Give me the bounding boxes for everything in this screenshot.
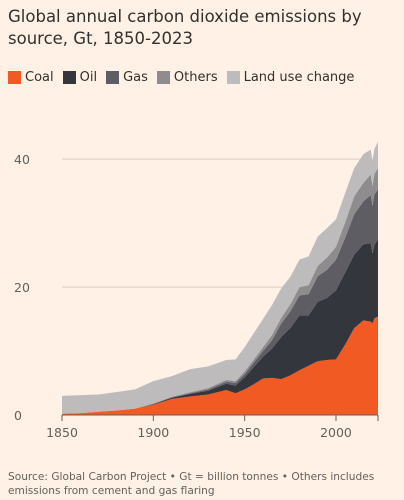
y-tick-label: 0 — [14, 408, 22, 423]
legend-item-oil: Oil — [62, 70, 98, 85]
area-coal — [62, 316, 378, 415]
y-tick-label: 20 — [14, 280, 30, 295]
stacked-area-chart: 0 20 40 1850 1900 1950 2000 — [14, 141, 379, 440]
legend-item-gas: Gas — [106, 70, 148, 85]
x-tick-label: 1850 — [46, 425, 78, 440]
legend-label: Gas — [123, 70, 148, 85]
legend-swatch — [226, 71, 240, 84]
legend-item-others: Others — [156, 70, 218, 85]
legend-swatch — [106, 71, 120, 84]
source-note: Source: Global Carbon Project • Gt = bil… — [8, 471, 375, 497]
x-tick-label: 1950 — [229, 425, 261, 440]
legend-swatch — [62, 71, 76, 84]
area-oil — [62, 239, 378, 414]
legend-swatch — [156, 71, 170, 84]
legend-label: Others — [173, 70, 218, 85]
x-tick-label: 1900 — [137, 425, 169, 440]
x-tick-label: 2000 — [320, 425, 352, 440]
legend-item-coal: Coal — [8, 70, 54, 85]
area-gas — [62, 189, 378, 414]
chart-title: Global annual carbon dioxide emissions b… — [8, 7, 362, 48]
legend-label: Land use change — [243, 70, 355, 85]
legend-swatch — [8, 71, 21, 84]
legend-item-land-use-change: Land use change — [226, 70, 355, 85]
y-tick-label: 40 — [14, 152, 30, 167]
chart-legend: Coal Oil Gas Others Land use change — [8, 70, 398, 85]
legend-label: Oil — [79, 70, 98, 85]
legend-label: Coal — [25, 70, 54, 85]
